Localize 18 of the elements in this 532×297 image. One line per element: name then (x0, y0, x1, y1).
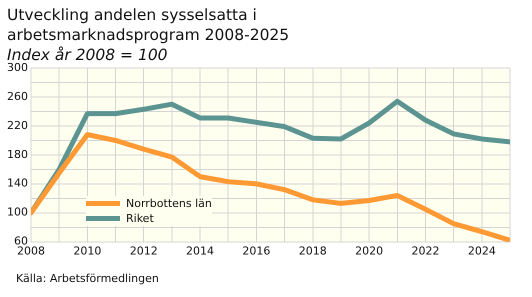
y-tick-label: 220 (6, 118, 28, 132)
y-tick-label: 180 (6, 148, 28, 161)
chart-title: Utveckling andelen sysselsatta i arbetsmarknadsprogram 2008-2025 (7, 5, 290, 45)
x-tick-label: 2010 (73, 244, 102, 258)
text: Källa: Arbetsförmedlingen (16, 272, 159, 285)
x-tick-label: 2012 (130, 244, 158, 258)
x-tick-label: 2014 (186, 244, 214, 258)
legend-label: Norrbottens län (126, 197, 212, 210)
x-tick-label: 2008 (16, 244, 45, 258)
x-tick-label: 2018 (298, 244, 327, 258)
y-tick-label: 100 (6, 206, 28, 219)
legend-label: Riket (126, 212, 154, 225)
x-tick-label: 2016 (242, 244, 270, 258)
x-tick-label: 2022 (411, 244, 440, 258)
y-tick-label: 140 (6, 176, 28, 190)
x-tick-label: 2024 (468, 244, 496, 258)
x-tick-label: 2020 (355, 244, 384, 258)
y-tick-label: 260 (6, 90, 28, 103)
